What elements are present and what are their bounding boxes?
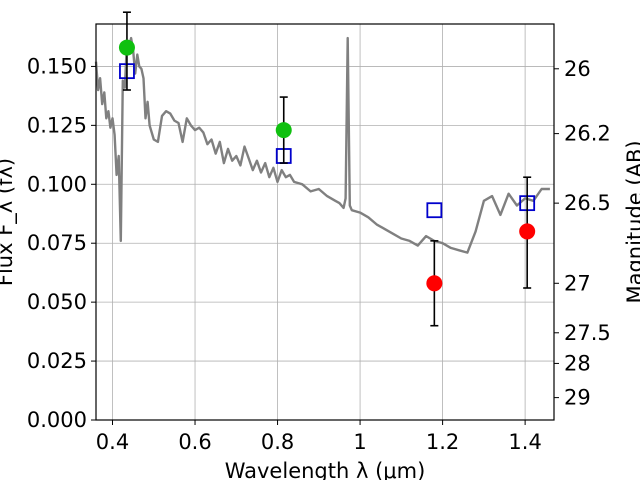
y-tick-label: 0.025 xyxy=(27,349,87,373)
model-square-marker xyxy=(426,202,443,219)
grid xyxy=(96,24,554,421)
y2-axis-label: Magnitude (AB) xyxy=(623,140,640,303)
data-point xyxy=(275,122,292,139)
x-axis-label: Wavelength λ (μm) xyxy=(225,459,426,480)
y-axis-right: 26 26.2 26.5 27 27.5 28 29 xyxy=(554,57,611,410)
y2-tick-label: 28 xyxy=(564,351,591,375)
y-tick-label: 0.100 xyxy=(27,172,87,196)
data-point xyxy=(118,39,135,56)
x-tick-label: 1.2 xyxy=(426,430,459,454)
data-point xyxy=(519,223,536,240)
x-tick-label: 0.6 xyxy=(178,430,211,454)
y-axis-left: 0.000 0.025 0.050 0.075 0.100 0.125 0.150 xyxy=(27,54,96,432)
y-axis-label: Flux F_λ (fλ) xyxy=(0,158,18,286)
y2-tick-label: 27 xyxy=(564,271,591,295)
y-tick-label: 0.050 xyxy=(27,290,87,314)
y-tick-label: 0.150 xyxy=(27,54,87,78)
y-tick-label: 0.125 xyxy=(27,113,87,137)
y-tick-label: 0.075 xyxy=(27,231,87,255)
y2-tick-label: 29 xyxy=(564,386,591,410)
y2-tick-label: 27.5 xyxy=(564,321,611,345)
x-tick-label: 0.8 xyxy=(261,430,294,454)
y-tick-label: 0.000 xyxy=(27,408,87,432)
series-layer xyxy=(94,11,550,327)
x-axis: 0.4 0.6 0.8 1 1.2 1.4 xyxy=(96,420,542,454)
y2-tick-label: 26 xyxy=(564,57,591,81)
plot-frame xyxy=(95,23,555,421)
x-tick-label: 1.4 xyxy=(508,430,541,454)
y2-tick-label: 26.2 xyxy=(564,122,611,146)
spectrum-line xyxy=(94,36,550,254)
x-tick-label: 0.4 xyxy=(96,430,129,454)
x-tick-label: 1 xyxy=(353,430,366,454)
data-point xyxy=(426,275,443,292)
y2-tick-label: 26.5 xyxy=(564,191,611,215)
